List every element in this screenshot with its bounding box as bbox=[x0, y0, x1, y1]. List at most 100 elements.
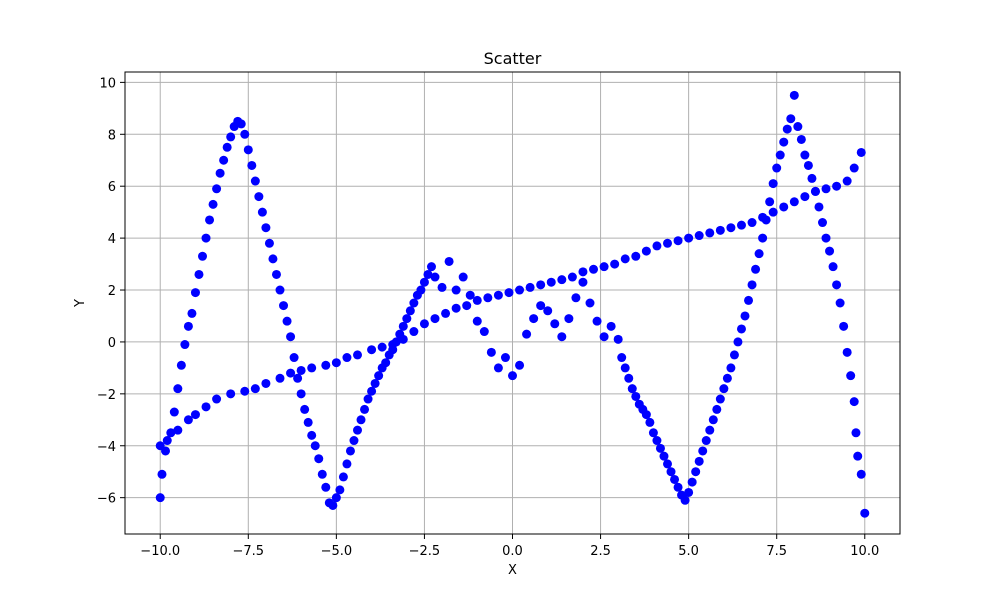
scatter-point bbox=[271, 269, 281, 279]
scatter-point bbox=[842, 176, 852, 186]
scatter-point bbox=[328, 500, 338, 510]
x-tick-label: −10.0 bbox=[140, 544, 180, 559]
scatter-point bbox=[398, 321, 408, 331]
scatter-point bbox=[176, 360, 186, 370]
scatter-points bbox=[155, 90, 870, 518]
scatter-point bbox=[768, 179, 778, 189]
scatter-point bbox=[624, 373, 634, 383]
scatter-point bbox=[409, 327, 419, 337]
scatter-point bbox=[515, 360, 525, 370]
scatter-point bbox=[536, 280, 546, 290]
scatter-point bbox=[493, 363, 503, 373]
scatter-point bbox=[367, 345, 377, 355]
scatter-point bbox=[405, 306, 415, 316]
scatter-point bbox=[342, 459, 352, 469]
chart-title: Scatter bbox=[484, 49, 542, 68]
scatter-point bbox=[803, 160, 813, 170]
scatter-point bbox=[331, 358, 341, 368]
scatter-point bbox=[789, 197, 799, 207]
scatter-point bbox=[736, 220, 746, 230]
scatter-point bbox=[515, 285, 525, 295]
scatter-point bbox=[779, 137, 789, 147]
scatter-point bbox=[557, 275, 567, 285]
scatter-point bbox=[345, 446, 355, 456]
scatter-point bbox=[546, 277, 556, 287]
scatter-point bbox=[691, 467, 701, 477]
scatter-point bbox=[201, 402, 211, 412]
scatter-point bbox=[793, 122, 803, 132]
scatter-point bbox=[698, 446, 708, 456]
scatter-point bbox=[620, 254, 630, 264]
scatter-point bbox=[254, 192, 264, 202]
scatter-point bbox=[589, 264, 599, 274]
scatter-point bbox=[585, 298, 595, 308]
scatter-point bbox=[215, 168, 225, 178]
scatter-point bbox=[567, 272, 577, 282]
scatter-point bbox=[768, 207, 778, 217]
scatter-point bbox=[349, 436, 359, 446]
y-tick-label: 0 bbox=[108, 336, 116, 351]
scatter-point bbox=[472, 316, 482, 326]
scatter-point bbox=[789, 90, 799, 100]
scatter-point bbox=[493, 290, 503, 300]
scatter-point bbox=[761, 215, 771, 225]
scatter-point bbox=[240, 129, 250, 139]
scatter-point bbox=[641, 410, 651, 420]
scatter-point bbox=[832, 181, 842, 191]
scatter-point bbox=[772, 163, 782, 173]
scatter-point bbox=[377, 342, 387, 352]
scatter-point bbox=[321, 360, 331, 370]
scatter-point bbox=[367, 386, 377, 396]
scatter-point bbox=[659, 451, 669, 461]
scatter-point bbox=[331, 493, 341, 503]
scatter-point bbox=[416, 285, 426, 295]
scatter-point bbox=[250, 176, 260, 186]
scatter-point bbox=[437, 282, 447, 292]
scatter-point bbox=[444, 256, 454, 266]
scatter-point bbox=[578, 277, 588, 287]
scatter-point bbox=[240, 386, 250, 396]
scatter-point bbox=[205, 215, 215, 225]
scatter-point bbox=[856, 469, 866, 479]
scatter-point bbox=[155, 493, 165, 503]
scatter-point bbox=[180, 340, 190, 350]
scatter-point bbox=[222, 142, 232, 152]
scatter-point bbox=[183, 321, 193, 331]
scatter-point bbox=[441, 308, 451, 318]
scatter-point bbox=[173, 425, 183, 435]
scatter-point bbox=[183, 415, 193, 425]
scatter-point bbox=[856, 147, 866, 157]
scatter-point bbox=[747, 280, 757, 290]
scatter-point bbox=[212, 184, 222, 194]
x-tick-label: −5.0 bbox=[321, 544, 353, 559]
scatter-point bbox=[226, 132, 236, 142]
x-axis-label: X bbox=[508, 563, 517, 578]
scatter-point bbox=[388, 345, 398, 355]
scatter-point bbox=[832, 280, 842, 290]
x-tick-label: −7.5 bbox=[233, 544, 265, 559]
scatter-point bbox=[226, 389, 236, 399]
scatter-point bbox=[821, 184, 831, 194]
scatter-point bbox=[451, 285, 461, 295]
scatter-point bbox=[286, 332, 296, 342]
y-tick-label: 2 bbox=[108, 284, 116, 299]
x-axis-ticks: −10.0 −7.5 −5.0 −2.5 0.0 2.5 5.0 7.5 10.0 bbox=[140, 534, 879, 559]
scatter-point bbox=[303, 417, 313, 427]
scatter-point bbox=[190, 288, 200, 298]
scatter-point bbox=[279, 301, 289, 311]
scatter-point bbox=[550, 319, 560, 329]
scatter-point bbox=[645, 417, 655, 427]
scatter-point bbox=[846, 371, 856, 381]
scatter-point bbox=[652, 241, 662, 251]
scatter-point bbox=[261, 223, 271, 233]
scatter-point bbox=[296, 365, 306, 375]
scatter-point bbox=[818, 218, 827, 228]
scatter-point bbox=[169, 407, 179, 417]
scatter-point bbox=[825, 246, 835, 256]
scatter-point bbox=[472, 295, 482, 305]
scatter-point bbox=[571, 293, 581, 303]
scatter-point bbox=[479, 327, 489, 337]
scatter-point bbox=[335, 485, 345, 495]
scatter-point bbox=[705, 228, 715, 238]
scatter-point bbox=[807, 173, 817, 183]
